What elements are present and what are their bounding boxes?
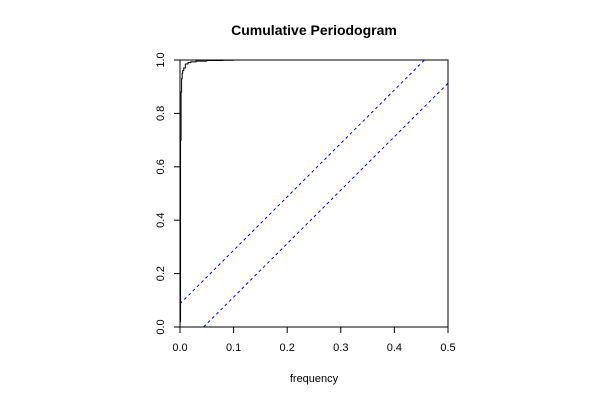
chart-title: Cumulative Periodogram	[231, 22, 397, 38]
plot-frame	[179, 59, 449, 328]
confidence-band-line-1	[180, 60, 425, 305]
x-tick-label: 0.0	[172, 342, 187, 354]
x-axis: 0.0 0.1 0.2 0.3 0.4 0.5	[172, 327, 456, 354]
cumulative-periodogram-line	[180, 59, 448, 323]
x-tick-label: 0.1	[226, 342, 241, 354]
x-tick-label: 0.5	[440, 342, 455, 354]
confidence-band-line-2	[203, 82, 448, 327]
y-tick-label: 1.0	[155, 52, 167, 67]
y-tick-label: 0.8	[155, 106, 167, 121]
y-tick-label: 0.0	[155, 319, 167, 334]
y-axis: 0.0 0.2 0.4 0.6 0.8 1.0	[155, 52, 180, 335]
y-tick-label: 0.4	[155, 213, 167, 228]
x-axis-label: frequency	[290, 373, 339, 385]
y-tick-label: 0.2	[155, 266, 167, 281]
x-tick-label: 0.2	[280, 342, 295, 354]
series-layer	[180, 59, 448, 323]
confidence-bands	[180, 60, 448, 327]
x-tick-label: 0.4	[387, 342, 402, 354]
y-tick-label: 0.6	[155, 159, 167, 174]
x-tick-label: 0.3	[333, 342, 348, 354]
